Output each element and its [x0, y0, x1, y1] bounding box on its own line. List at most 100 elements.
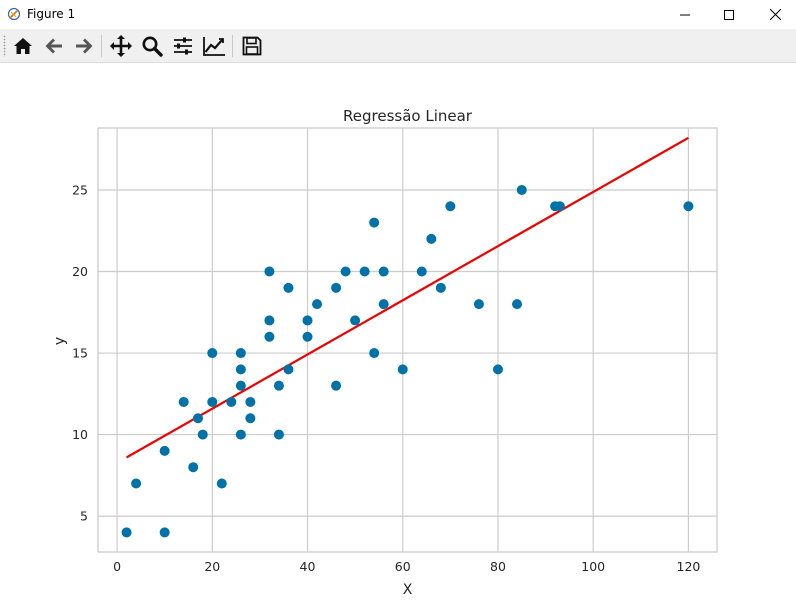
scatter-point — [445, 201, 456, 212]
scatter-point — [178, 396, 189, 407]
grid-lines — [98, 128, 717, 552]
scatter-point — [331, 380, 342, 391]
scatter-point — [188, 462, 199, 473]
scatter-point — [273, 429, 284, 440]
x-tick-label: 20 — [204, 559, 220, 574]
scatter-point — [264, 331, 275, 342]
x-tick-label: 120 — [677, 559, 701, 574]
configure-subplots-button[interactable] — [170, 33, 196, 59]
maximize-button[interactable] — [706, 0, 752, 29]
forward-button[interactable] — [71, 33, 97, 59]
x-tick-label: 40 — [300, 559, 316, 574]
scatter-point — [283, 364, 294, 375]
toolbar-grip[interactable] — [3, 35, 6, 57]
scatter-point — [121, 527, 132, 538]
navigation-toolbar — [0, 29, 796, 63]
toolbar-separator — [101, 35, 102, 57]
scatter-point — [369, 217, 380, 228]
y-tick-label: 15 — [72, 346, 88, 361]
scatter-point — [516, 184, 527, 195]
scatter-point — [359, 266, 370, 277]
zoom-button[interactable] — [139, 33, 165, 59]
x-tick-label: 100 — [581, 559, 605, 574]
scatter-point — [378, 266, 389, 277]
tick-labels: 0 20 40 60 80 100 120 5 10 15 20 25 — [72, 182, 700, 574]
scatter-point — [216, 478, 227, 489]
scatter-point — [235, 348, 246, 359]
app-icon — [7, 7, 21, 21]
home-button[interactable] — [10, 33, 36, 59]
scatter-point — [512, 299, 523, 310]
edit-axis-button[interactable] — [201, 33, 227, 59]
edit-axis-icon — [203, 37, 225, 56]
scatter-point — [264, 315, 275, 326]
zoom-icon — [142, 36, 163, 57]
scatter-point — [473, 299, 484, 310]
configure-subplots-icon — [174, 37, 192, 55]
regression-line-layer — [126, 136, 689, 459]
toolbar-separator — [232, 35, 233, 57]
pan-button[interactable] — [108, 33, 134, 59]
scatter-point — [302, 315, 313, 326]
pan-icon — [110, 35, 132, 57]
scatter-point — [235, 364, 246, 375]
scatter-points — [121, 184, 694, 538]
y-tick-label: 20 — [72, 264, 88, 279]
y-tick-label: 25 — [72, 182, 88, 197]
minimize-icon — [680, 14, 690, 15]
scatter-point — [312, 299, 323, 310]
close-button[interactable] — [752, 0, 796, 29]
scatter-point — [397, 364, 408, 375]
scatter-point — [159, 445, 170, 456]
scatter-point — [369, 348, 380, 359]
minimize-button[interactable] — [662, 0, 708, 29]
scatter-point — [197, 429, 208, 440]
back-button[interactable] — [41, 33, 67, 59]
scatter-point — [435, 282, 446, 293]
scatter-point — [207, 348, 218, 359]
scatter-point — [492, 364, 503, 375]
scatter-point — [245, 396, 256, 407]
home-icon — [14, 38, 32, 54]
scatter-point — [159, 527, 170, 538]
figure-canvas[interactable]: 0 20 40 60 80 100 120 5 10 15 20 25 Regressão Linea… — [0, 63, 796, 611]
close-icon — [769, 9, 781, 20]
save-icon — [242, 36, 262, 56]
axes-frame — [97, 127, 718, 553]
regression-line — [126, 136, 689, 459]
scatter-point — [226, 396, 237, 407]
scatter-point — [554, 201, 565, 212]
y-axis-label: y — [52, 337, 68, 345]
forward-arrow-icon — [76, 38, 93, 54]
chart-svg: 0 20 40 60 80 100 120 5 10 15 20 25 Regressão Linea… — [52, 107, 718, 598]
maximize-icon — [724, 9, 734, 20]
x-tick-label: 60 — [395, 559, 411, 574]
scatter-point — [235, 429, 246, 440]
window-title: Figure 1 — [27, 7, 76, 21]
scatter-point — [235, 380, 246, 391]
back-arrow-icon — [45, 38, 62, 54]
scatter-point — [426, 233, 437, 244]
x-axis-label: X — [403, 582, 413, 598]
scatter-point — [131, 478, 142, 489]
scatter-point — [207, 396, 218, 407]
scatter-point — [416, 266, 427, 277]
y-tick-label: 10 — [72, 427, 88, 442]
save-button[interactable] — [239, 33, 265, 59]
scatter-point — [192, 413, 203, 424]
scatter-point — [302, 331, 313, 342]
x-tick-label: 0 — [113, 559, 121, 574]
scatter-point — [683, 201, 694, 212]
title-bar: Figure 1 — [0, 0, 796, 29]
y-tick-label: 5 — [80, 509, 88, 524]
x-tick-label: 80 — [490, 559, 506, 574]
scatter-point — [283, 282, 294, 293]
scatter-point — [378, 299, 389, 310]
scatter-point — [340, 266, 351, 277]
scatter-point — [264, 266, 275, 277]
scatter-point — [273, 380, 284, 391]
scatter-point — [350, 315, 361, 326]
scatter-point — [245, 413, 256, 424]
scatter-point — [331, 282, 342, 293]
chart-title: Regressão Linear — [343, 107, 473, 125]
